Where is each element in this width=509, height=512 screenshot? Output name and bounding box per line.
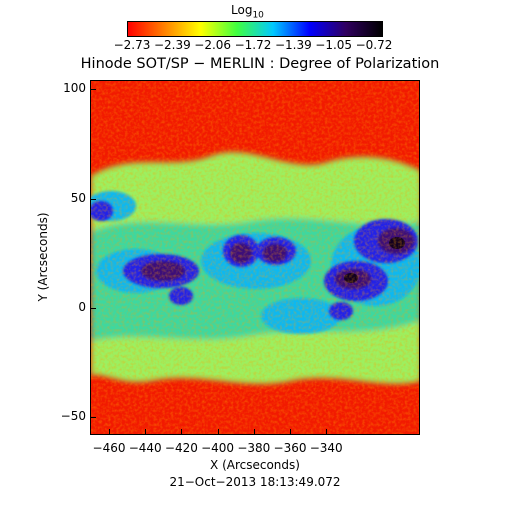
colorbar-label: Log10 (231, 3, 264, 20)
colorbar-label-sub: 10 (252, 10, 264, 21)
y-tick-mark (90, 199, 96, 200)
y-tick-label: 100 (63, 81, 86, 95)
x-tick-label: −380 (237, 441, 271, 455)
x-tick-label: −440 (128, 441, 162, 455)
colorbar-tick-label: −1.72 (234, 38, 272, 52)
x-tick-label: −340 (309, 441, 343, 455)
y-axis-title: Y (Arcseconds) (36, 212, 50, 302)
polarization-map (90, 80, 420, 435)
y-tick-mark (90, 417, 96, 418)
x-tick-label: −360 (273, 441, 307, 455)
colorbar-label-main: Log (231, 3, 253, 17)
plot-title: Hinode SOT/SP − MERLIN : Degree of Polar… (80, 56, 440, 72)
x-tick-mark (109, 429, 110, 435)
x-axis-title: X (Arcseconds) (210, 458, 300, 472)
colorbar-tick-label: −2.06 (194, 38, 232, 52)
x-tick-label: −460 (92, 441, 126, 455)
colorbar-tick-label: −1.05 (315, 38, 353, 52)
colorbar-tick-label: −2.39 (153, 38, 191, 52)
x-tick-mark (326, 429, 328, 435)
y-tick-label: 0 (78, 300, 86, 314)
y-tick-label: 50 (70, 191, 86, 205)
x-tick-mark (181, 429, 183, 435)
colorbar-tick-label: −0.72 (355, 38, 393, 52)
polarization-map-image (91, 81, 419, 434)
x-tick-mark (217, 429, 219, 435)
colorbar-tick-label: −1.39 (274, 38, 312, 52)
y-tick-mark (90, 89, 96, 90)
x-tick-label: −400 (201, 441, 235, 455)
x-tick-mark (290, 429, 291, 435)
x-tick-mark (253, 429, 255, 435)
colorbar (127, 21, 383, 37)
x-tick-mark (145, 429, 147, 435)
y-tick-mark (90, 308, 96, 309)
x-tick-label: −420 (164, 441, 198, 455)
colorbar-tick-label: −2.73 (113, 38, 151, 52)
timestamp: 21−Oct−2013 18:13:49.072 (169, 475, 341, 489)
y-tick-label: −50 (60, 409, 86, 423)
